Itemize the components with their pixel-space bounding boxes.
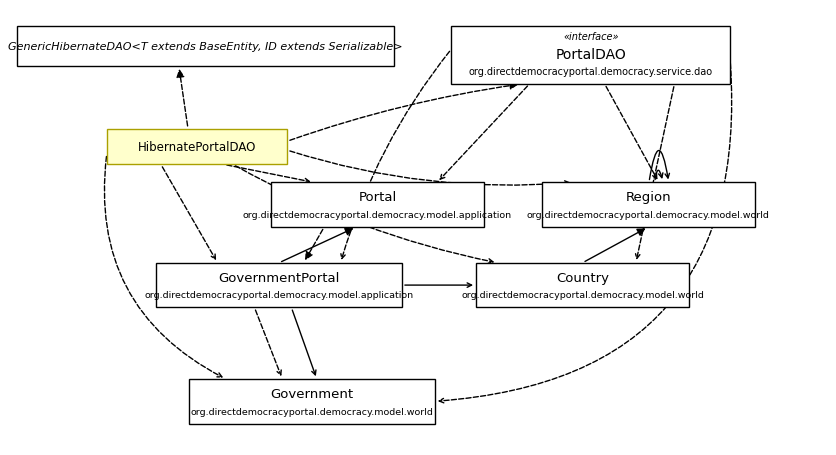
Text: HibernatePortalDAO: HibernatePortalDAO [138, 141, 256, 154]
Text: «interface»: «interface» [563, 32, 618, 42]
Text: org.directdemocracyportal.democracy.model.world: org.directdemocracyportal.democracy.mode… [191, 407, 433, 416]
FancyBboxPatch shape [189, 379, 435, 424]
Text: Government: Government [270, 387, 353, 400]
Text: GovernmentPortal: GovernmentPortal [218, 271, 339, 284]
Text: org.directdemocracyportal.democracy.model.application: org.directdemocracyportal.democracy.mode… [145, 291, 413, 300]
FancyBboxPatch shape [476, 263, 688, 308]
FancyBboxPatch shape [17, 27, 394, 67]
FancyBboxPatch shape [271, 183, 483, 228]
Text: Region: Region [624, 191, 670, 204]
Text: PortalDAO: PortalDAO [555, 48, 625, 62]
FancyBboxPatch shape [155, 263, 401, 308]
Text: Country: Country [555, 271, 609, 284]
Text: org.directdemocracyportal.democracy.model.application: org.directdemocracyportal.democracy.mode… [242, 211, 512, 219]
Text: GenericHibernateDAO<T extends BaseEntity, ID extends Serializable>: GenericHibernateDAO<T extends BaseEntity… [8, 42, 402, 52]
FancyBboxPatch shape [107, 129, 287, 165]
Text: org.directdemocracyportal.democracy.model.world: org.directdemocracyportal.democracy.mode… [461, 291, 703, 300]
FancyBboxPatch shape [541, 183, 754, 228]
Text: org.directdemocracyportal.democracy.model.world: org.directdemocracyportal.democracy.mode… [526, 211, 768, 219]
FancyBboxPatch shape [451, 27, 729, 85]
Text: org.directdemocracyportal.democracy.service.dao: org.directdemocracyportal.democracy.serv… [468, 67, 712, 77]
Text: Portal: Portal [358, 191, 396, 204]
